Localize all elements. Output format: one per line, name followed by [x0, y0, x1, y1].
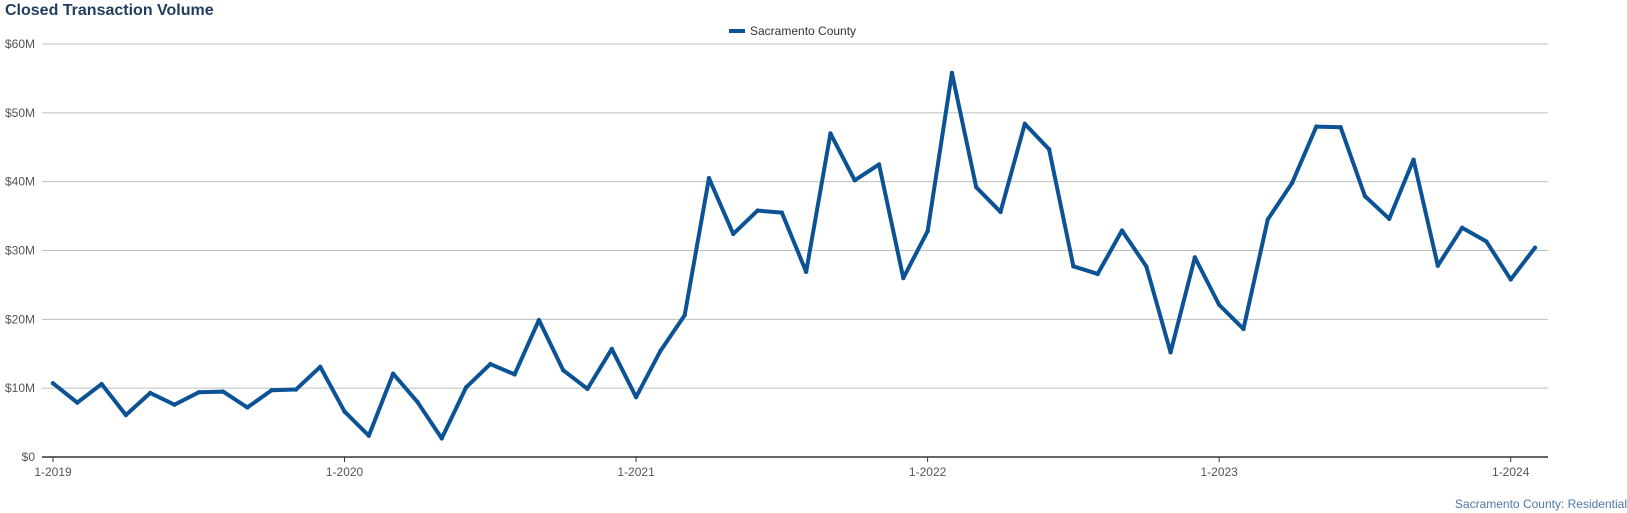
- source-note: Sacramento County: Residential: [1454, 497, 1627, 511]
- data-point[interactable]: [512, 372, 517, 377]
- data-point[interactable]: [1338, 125, 1343, 130]
- y-tick-label: $60M: [5, 37, 35, 51]
- data-point[interactable]: [1144, 264, 1149, 269]
- data-point[interactable]: [925, 229, 930, 234]
- data-point[interactable]: [463, 385, 469, 390]
- data-point[interactable]: [123, 412, 129, 418]
- data-point[interactable]: [1192, 255, 1198, 260]
- data-point[interactable]: [196, 390, 201, 395]
- y-tick-label: $10M: [5, 381, 35, 395]
- data-point[interactable]: [1484, 239, 1489, 244]
- data-point[interactable]: [245, 405, 250, 410]
- data-point[interactable]: [342, 409, 347, 414]
- data-point[interactable]: [731, 231, 736, 237]
- data-point[interactable]: [439, 436, 444, 441]
- data-point[interactable]: [1119, 228, 1125, 233]
- x-tick-label: 1-2024: [1492, 465, 1530, 479]
- data-point[interactable]: [1022, 121, 1028, 127]
- data-point[interactable]: [1265, 217, 1270, 222]
- data-point[interactable]: [998, 209, 1003, 215]
- data-point[interactable]: [974, 184, 979, 190]
- data-point[interactable]: [1411, 157, 1416, 162]
- x-tick-label: 1-2020: [326, 465, 364, 479]
- data-point[interactable]: [1459, 225, 1465, 230]
- data-point[interactable]: [901, 275, 906, 281]
- data-point[interactable]: [172, 402, 177, 407]
- y-tick-label: $30M: [5, 244, 35, 258]
- x-axis: 1-2019 1-2020 1-2021 1-2022 1-2023 1-2024: [34, 456, 1548, 479]
- data-point[interactable]: [1289, 180, 1295, 186]
- data-point[interactable]: [366, 433, 372, 438]
- data-point[interactable]: [828, 131, 833, 136]
- y-tick-label: $20M: [5, 312, 35, 326]
- data-point[interactable]: [779, 210, 785, 215]
- data-point[interactable]: [1241, 326, 1246, 332]
- y-tick-label: $0: [22, 450, 36, 464]
- legend-label[interactable]: Sacramento County: [750, 24, 856, 38]
- data-point[interactable]: [585, 386, 590, 392]
- data-point[interactable]: [75, 400, 80, 405]
- data-point[interactable]: [390, 371, 396, 376]
- chart-title: Closed Transaction Volume: [5, 2, 214, 19]
- data-point[interactable]: [755, 208, 760, 213]
- y-tick-label: $40M: [5, 175, 35, 189]
- data-point[interactable]: [633, 394, 639, 400]
- legend[interactable]: Sacramento County: [729, 24, 856, 38]
- data-point[interactable]: [536, 317, 542, 323]
- data-point[interactable]: [876, 162, 882, 167]
- data-point[interactable]: [949, 70, 955, 76]
- data-point[interactable]: [293, 387, 299, 392]
- series-layer: [50, 70, 1538, 441]
- data-point[interactable]: [1362, 193, 1368, 199]
- data-point[interactable]: [1095, 271, 1100, 277]
- data-point[interactable]: [1435, 263, 1441, 268]
- data-point[interactable]: [852, 178, 857, 183]
- data-point[interactable]: [1216, 302, 1222, 308]
- data-point[interactable]: [560, 368, 566, 373]
- data-point[interactable]: [803, 269, 809, 275]
- y-axis-ticks: $0 $10M $20M $30M $40M $50M $60M: [5, 37, 35, 464]
- data-point[interactable]: [50, 381, 56, 386]
- data-point[interactable]: [609, 346, 614, 352]
- data-point[interactable]: [147, 390, 153, 396]
- gridlines: [42, 43, 1548, 389]
- data-point[interactable]: [269, 388, 274, 393]
- x-tick-label: 1-2019: [34, 465, 72, 479]
- data-point[interactable]: [318, 364, 323, 370]
- data-point[interactable]: [1071, 264, 1076, 269]
- data-point[interactable]: [1532, 245, 1538, 250]
- data-point[interactable]: [1508, 277, 1513, 282]
- data-point[interactable]: [658, 348, 663, 354]
- data-point[interactable]: [488, 361, 493, 367]
- series-line[interactable]: [51, 70, 1537, 441]
- data-point[interactable]: [682, 313, 687, 318]
- x-tick-label: 1-2021: [617, 465, 655, 479]
- data-point[interactable]: [1168, 350, 1173, 355]
- data-point[interactable]: [1387, 216, 1392, 222]
- data-point[interactable]: [99, 381, 104, 387]
- data-point[interactable]: [1046, 147, 1052, 152]
- data-point[interactable]: [415, 399, 420, 405]
- data-point[interactable]: [220, 389, 226, 394]
- y-tick-label: $50M: [5, 106, 35, 120]
- x-tick-label: 1-2023: [1200, 465, 1238, 479]
- x-tick-label: 1-2022: [909, 465, 947, 479]
- data-point[interactable]: [706, 176, 712, 181]
- data-point[interactable]: [1314, 124, 1319, 129]
